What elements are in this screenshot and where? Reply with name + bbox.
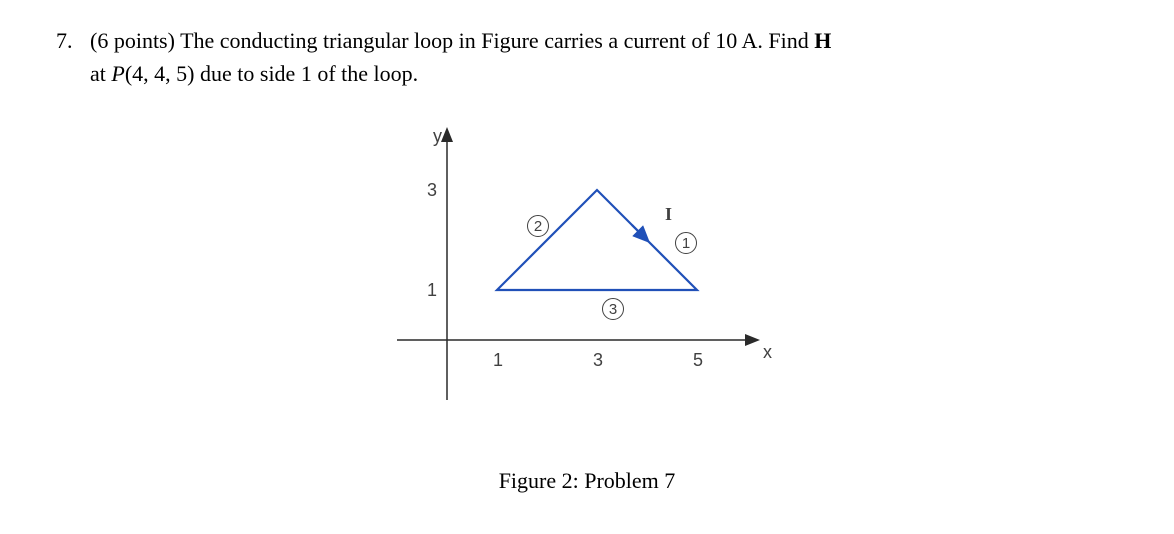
figure-diagram: y x 1 3 1 3 5 I 1 2 3 [377, 120, 797, 440]
problem-text-at: at [90, 61, 111, 86]
x-tick-3: 3 [593, 350, 603, 371]
current-arrow [632, 225, 647, 240]
y-axis-label: y [433, 126, 442, 147]
coordinate-axes-svg [377, 120, 797, 420]
figure-caption: Figure 2: Problem 7 [56, 468, 1118, 494]
points-label: (6 points) [90, 28, 175, 53]
problem-text-part1: The conducting triangular loop in Figure… [180, 28, 814, 53]
x-tick-1: 1 [493, 350, 503, 371]
y-tick-1: 1 [427, 280, 437, 301]
side-label-2: 2 [527, 215, 549, 237]
y-tick-3: 3 [427, 180, 437, 201]
vector-H: H [814, 28, 831, 53]
x-tick-5: 5 [693, 350, 703, 371]
problem-text: (6 points) The conducting triangular loo… [90, 24, 831, 90]
side-label-1: 1 [675, 232, 697, 254]
point-P: P [111, 61, 124, 86]
current-label: I [665, 204, 672, 225]
problem-statement: 7. (6 points) The conducting triangular … [56, 24, 1118, 90]
side-label-3: 3 [602, 298, 624, 320]
problem-number: 7. [56, 24, 82, 90]
problem-text-suffix: due to side 1 of the loop. [195, 61, 419, 86]
point-coords: (4, 4, 5) [125, 61, 195, 86]
x-axis-label: x [763, 342, 772, 363]
